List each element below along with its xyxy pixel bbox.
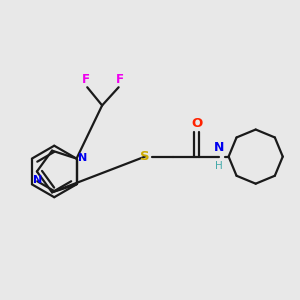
Text: F: F xyxy=(82,73,90,85)
Text: F: F xyxy=(116,73,124,85)
Text: N: N xyxy=(214,141,224,154)
Text: N: N xyxy=(33,176,42,185)
Text: O: O xyxy=(192,117,203,130)
Text: S: S xyxy=(140,150,150,163)
Text: N: N xyxy=(78,153,87,163)
Text: H: H xyxy=(215,160,223,171)
